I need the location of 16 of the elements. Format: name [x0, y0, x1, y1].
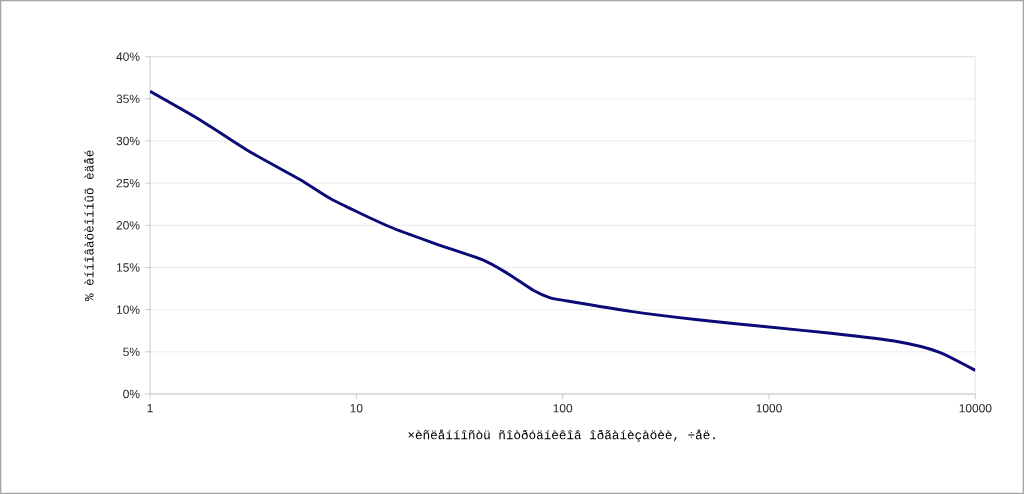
y-axis-title: % èííîâàöèîííûõ èäåé [83, 150, 94, 302]
y-tick-label: 30% [116, 136, 140, 146]
y-tick-label: 40% [116, 52, 140, 61]
y-tick-label: 20% [116, 221, 140, 230]
x-tick-label: 1 [147, 404, 153, 413]
x-tick-label: 1000 [756, 404, 782, 413]
x-tick-label: 10 [350, 404, 363, 413]
y-tick-label: 0% [123, 389, 140, 399]
y-tick-label: 15% [116, 263, 140, 272]
y-tick-label: 10% [116, 305, 140, 314]
x-axis-title: ×èñëåííîñòü ñîòðóäíèêîâ îðãàíèçàöèè, ÷åë. [408, 429, 715, 442]
y-tick-label: 25% [116, 178, 140, 188]
x-tick-label: 100 [553, 404, 573, 413]
y-tick-label: 35% [116, 94, 140, 104]
x-tick-label: 10000 [959, 404, 992, 413]
y-tick-label: 5% [123, 347, 140, 357]
